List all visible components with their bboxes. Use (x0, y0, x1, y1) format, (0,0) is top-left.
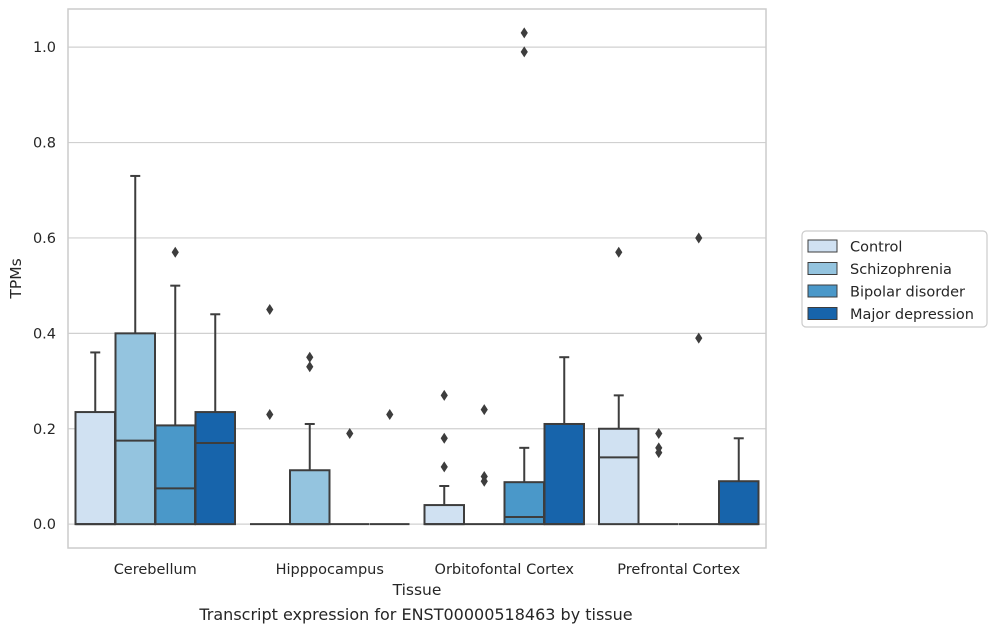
legend-label: Bipolar disorder (850, 285, 965, 301)
legend-label: Schizophrenia (850, 262, 952, 278)
legend-swatch (807, 284, 838, 298)
y-tick-label: 1.0 (33, 40, 56, 56)
box (289, 469, 331, 526)
outlier-point (480, 475, 488, 487)
outlier-point (520, 46, 528, 58)
outlier-point (306, 361, 314, 373)
chart-caption: Transcript expression for ENST0000051846… (199, 605, 633, 624)
outlier-point (440, 461, 448, 473)
legend-label: Major depression (850, 307, 974, 323)
y-tick-label: 0.0 (33, 517, 56, 533)
y-tick-label: 0.4 (33, 326, 56, 342)
outlier-point (171, 246, 179, 258)
x-tick-label: Cerebellum (114, 562, 197, 578)
outlier-point (440, 432, 448, 444)
legend-box (801, 230, 988, 328)
y-tick-label: 0.2 (33, 422, 56, 438)
legend-swatch (807, 307, 838, 320)
outlier-point (480, 404, 488, 416)
outlier-point (655, 428, 663, 440)
outlier-point (346, 428, 354, 440)
outlier-point (695, 332, 703, 344)
outlier-point (695, 232, 703, 244)
x-tick-label: Prefrontal Cortex (617, 562, 740, 578)
legend-swatch (807, 239, 838, 253)
legend-swatch (807, 262, 838, 275)
y-axis-label: TPMs (7, 258, 25, 299)
legend-label: Control (850, 240, 902, 256)
x-axis-label: Tissue (392, 581, 442, 599)
outlier-point (306, 351, 314, 363)
outlier-point (615, 246, 623, 258)
x-tick-label: Hipppocampus (276, 562, 384, 578)
box (543, 422, 585, 526)
box (423, 504, 465, 526)
box (114, 332, 156, 526)
outlier-point (655, 447, 663, 459)
outlier-point (520, 27, 528, 39)
box (194, 411, 236, 526)
outlier-point (440, 389, 448, 401)
axes-frame (67, 8, 767, 549)
box (598, 427, 640, 526)
box (74, 411, 116, 526)
y-tick-label: 0.6 (33, 231, 56, 247)
box (154, 424, 196, 526)
y-tick-label: 0.8 (33, 136, 56, 152)
box (718, 480, 760, 526)
x-tick-label: Orbitofontal Cortex (435, 562, 575, 578)
outlier-point (386, 408, 394, 420)
outlier-point (266, 304, 274, 316)
outlier-point (266, 408, 274, 420)
